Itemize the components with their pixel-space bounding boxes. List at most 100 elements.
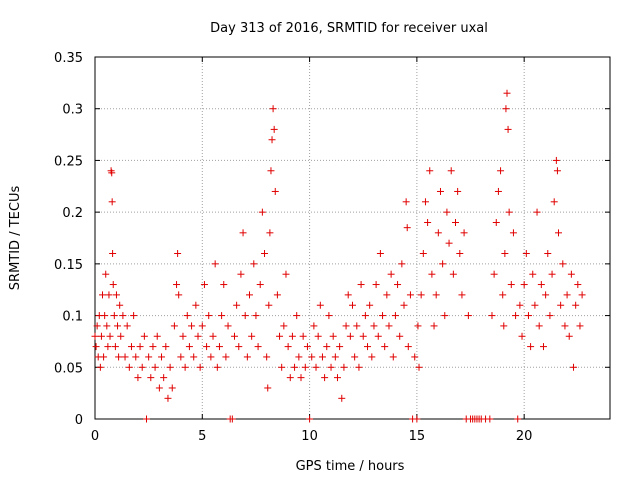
data-point [421, 198, 429, 206]
data-point [312, 363, 320, 371]
data-point [299, 332, 307, 340]
data-point [518, 332, 526, 340]
data-points [91, 89, 586, 423]
y-tick-label: 0.1 [62, 310, 83, 325]
y-tick-label: 0.35 [54, 51, 83, 66]
y-tick-label: 0.2 [62, 206, 83, 221]
data-point [198, 322, 206, 330]
data-point [445, 239, 453, 247]
data-point [381, 343, 389, 351]
data-point [222, 353, 230, 361]
data-point [233, 301, 241, 309]
x-tick-label: 20 [516, 429, 533, 444]
y-tick-label: 0.3 [62, 103, 83, 118]
data-point [252, 312, 260, 320]
data-point [276, 332, 284, 340]
data-point [555, 229, 562, 237]
data-point [205, 312, 213, 320]
data-point [192, 301, 200, 309]
data-point [273, 291, 281, 299]
data-point [414, 322, 422, 330]
data-point [121, 353, 129, 361]
data-point [265, 301, 273, 309]
data-point [574, 281, 582, 289]
data-point [261, 250, 269, 258]
data-point [119, 312, 127, 320]
data-point [504, 125, 512, 133]
data-point [327, 363, 335, 371]
data-point [387, 270, 395, 278]
data-point [403, 224, 411, 232]
data-point [376, 250, 384, 258]
data-point [514, 415, 522, 423]
data-point [258, 208, 266, 216]
data-point [297, 374, 305, 382]
data-point [502, 105, 510, 113]
data-point [147, 374, 155, 382]
data-point [351, 353, 359, 361]
data-point [492, 218, 500, 226]
data-point [284, 343, 292, 351]
data-point [134, 374, 142, 382]
data-point [280, 322, 288, 330]
data-point [278, 363, 286, 371]
data-point [237, 270, 245, 278]
data-point [104, 343, 112, 351]
data-point [505, 208, 513, 216]
data-point [112, 291, 120, 299]
data-point [542, 291, 550, 299]
data-point [524, 312, 532, 320]
data-point [215, 343, 223, 351]
data-point [102, 270, 110, 278]
data-point [486, 415, 494, 423]
data-point [449, 270, 457, 278]
data-point [400, 301, 408, 309]
y-tick-label: 0.25 [54, 154, 83, 169]
data-point [336, 343, 344, 351]
data-point [96, 363, 104, 371]
y-tick-label: 0.15 [54, 258, 83, 273]
data-point [565, 332, 573, 340]
data-point [548, 270, 556, 278]
data-point [353, 322, 361, 330]
data-point [424, 218, 432, 226]
data-point [168, 384, 176, 392]
data-point [361, 312, 369, 320]
data-point [295, 353, 303, 361]
data-point [531, 301, 539, 309]
data-point [329, 332, 337, 340]
data-point [499, 291, 507, 299]
data-point [183, 312, 191, 320]
data-point [127, 343, 135, 351]
data-point [500, 322, 508, 330]
data-point [443, 208, 451, 216]
data-point [364, 343, 372, 351]
data-point [246, 291, 253, 299]
data-point [130, 312, 138, 320]
data-point [398, 260, 406, 268]
data-point [432, 291, 440, 299]
data-point [291, 363, 299, 371]
data-point [100, 353, 108, 361]
data-point [181, 363, 189, 371]
x-tick-label: 15 [409, 429, 426, 444]
data-point [456, 250, 464, 258]
data-point [91, 332, 99, 340]
data-point [428, 270, 436, 278]
data-point [115, 353, 123, 361]
data-point [415, 363, 423, 371]
data-point [256, 281, 264, 289]
data-point [507, 281, 515, 289]
plot-frame [94, 56, 611, 420]
data-point [166, 363, 174, 371]
data-point [136, 343, 144, 351]
data-point [200, 281, 208, 289]
data-point [357, 281, 365, 289]
data-point [116, 301, 124, 309]
data-point [323, 343, 331, 351]
data-point [268, 136, 276, 144]
data-point [391, 312, 399, 320]
data-point [550, 198, 558, 206]
data-point [368, 353, 376, 361]
data-point [501, 250, 509, 258]
